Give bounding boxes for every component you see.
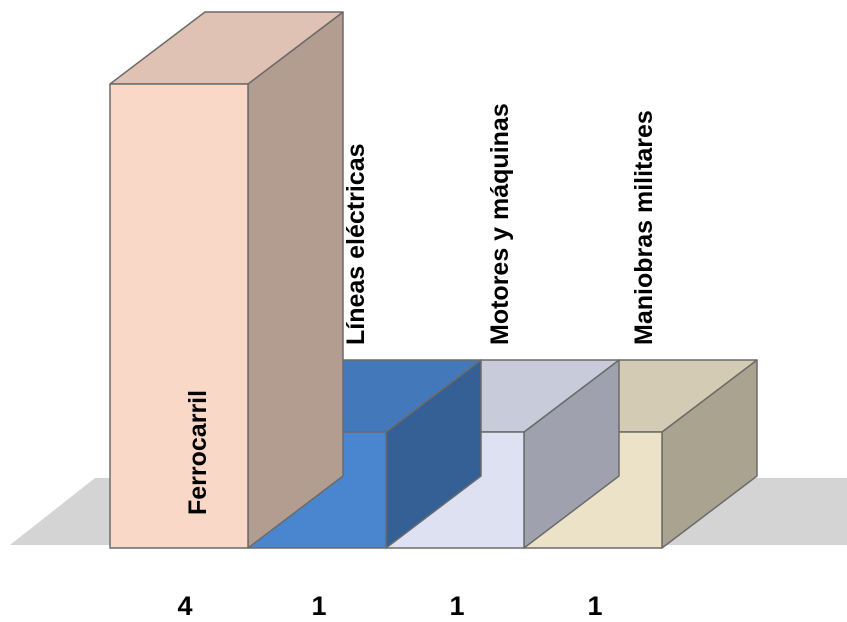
value-label-maniobras-militares: 1	[587, 591, 602, 621]
bars-group	[109, 11, 758, 549]
value-labels: 4 1 1 1	[177, 591, 602, 621]
bar-ferrocarril	[109, 11, 344, 549]
bar-ferrocarril-side	[247, 11, 344, 549]
value-label-lineas-electricas: 1	[311, 591, 326, 621]
category-label-ferrocarril: Ferrocarril	[184, 390, 212, 515]
category-label-motores-y-maquinas: Motores y máquinas	[486, 103, 514, 345]
value-label-motores-y-maquinas: 1	[449, 591, 464, 621]
category-label-lineas-electricas: Líneas eléctricas	[342, 143, 370, 345]
category-labels: Ferrocarril Líneas eléctricas Motores y má…	[184, 103, 658, 515]
category-label-maniobras-militares: Maniobras militares	[630, 110, 658, 345]
bar-ferrocarril-front	[109, 83, 249, 549]
value-label-ferrocarril: 4	[177, 591, 192, 621]
